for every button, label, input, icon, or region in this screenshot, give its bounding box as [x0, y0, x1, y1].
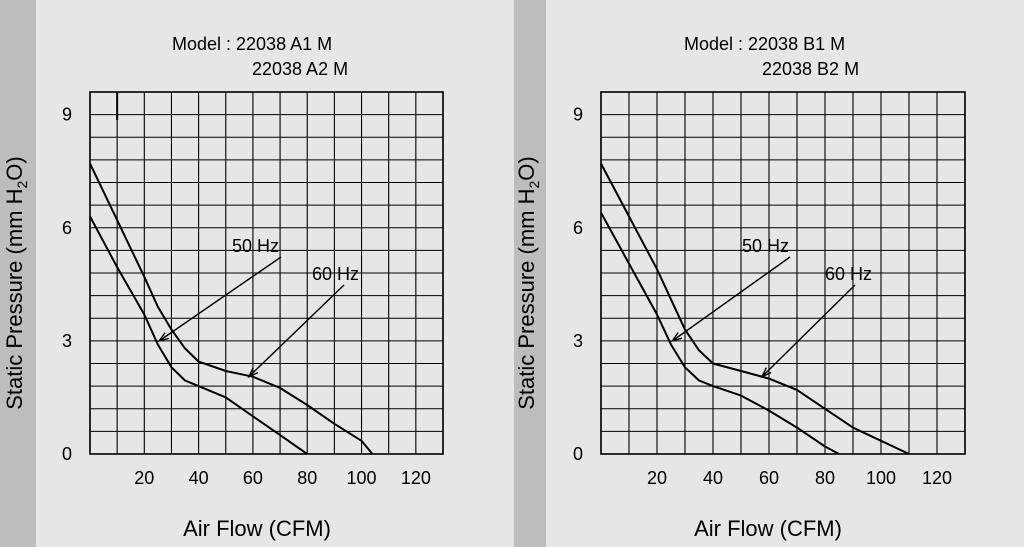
- curve-50-hz: [600, 212, 840, 455]
- x-axis-label: Air Flow (CFM): [183, 516, 331, 541]
- x-tick-label: 20: [647, 468, 667, 488]
- chart-title-line-1: Model : 22038 A1 M: [172, 34, 332, 54]
- x-tick-label: 120: [401, 468, 431, 488]
- annotation-label: 60 Hz: [312, 264, 359, 284]
- y-tick-label: 0: [573, 444, 583, 464]
- annotation-label: 60 Hz: [825, 264, 872, 284]
- annotation-arrowhead: [670, 332, 683, 343]
- chart-title-line-2: 22038 A2 M: [252, 59, 348, 79]
- y-tick-label: 3: [573, 331, 583, 351]
- x-tick-label: 120: [922, 468, 952, 488]
- plot-border: [600, 91, 966, 455]
- x-tick-label: 100: [866, 468, 896, 488]
- x-tick-label: 40: [703, 468, 723, 488]
- plot-grid: [600, 91, 966, 455]
- y-axis-label-subscript: 2: [526, 180, 542, 188]
- annotation-arrowhead: [157, 332, 170, 343]
- annotation-arrow-line: [158, 256, 282, 342]
- x-tick-label: 80: [297, 468, 317, 488]
- x-tick-label: 80: [815, 468, 835, 488]
- plot-grid: [89, 91, 444, 455]
- annotation-label: 50 Hz: [232, 236, 279, 256]
- annotation-arrow-line: [671, 256, 791, 342]
- y-axis-label-tail: O): [514, 156, 539, 180]
- annotation-arrow-line: [248, 284, 345, 378]
- y-tick-label: 9: [573, 105, 583, 125]
- y-axis-label-tail: O): [2, 156, 27, 180]
- plot-border: [89, 91, 444, 455]
- y-tick-label: 6: [62, 218, 72, 238]
- y-axis-label: Static Pressure (mm H2O): [2, 156, 30, 410]
- x-tick-label: 100: [347, 468, 377, 488]
- annotation-label: 50 Hz: [742, 236, 789, 256]
- y-axis-label-main: Static Pressure (mm H: [514, 188, 539, 409]
- y-tick-label: 9: [62, 105, 72, 125]
- x-tick-label: 20: [134, 468, 154, 488]
- y-axis-label-main: Static Pressure (mm H: [2, 188, 27, 409]
- curve-50-hz: [89, 215, 308, 455]
- curve-60-hz: [89, 163, 374, 455]
- x-tick-label: 60: [243, 468, 263, 488]
- curve-60-hz: [600, 163, 910, 455]
- y-axis-label: Static Pressure (mm H2O): [514, 156, 542, 410]
- y-tick-label: 3: [62, 331, 72, 351]
- annotation-arrowhead: [760, 367, 772, 379]
- x-axis-label: Air Flow (CFM): [694, 516, 842, 541]
- y-axis-label-subscript: 2: [14, 180, 30, 188]
- chart-title-line-1: Model : 22038 B1 M: [684, 34, 845, 54]
- x-tick-label: 60: [759, 468, 779, 488]
- annotation-arrow-line: [761, 284, 856, 378]
- annotation-arrowhead: [247, 367, 259, 379]
- chart-panel-2: 20 40 60 80 100 120 0 3 6 9 Model : 22038 B1 M 2203…: [514, 0, 1024, 547]
- y-tick-label: 0: [62, 444, 72, 464]
- x-tick-label: 40: [189, 468, 209, 488]
- chart-title-line-2: 22038 B2 M: [762, 59, 859, 79]
- chart-panel-1: 20 40 60 80 100 120 0 3 6 9 Model : 22038 A1 M 2203…: [2, 0, 514, 547]
- y-tick-label: 6: [573, 218, 583, 238]
